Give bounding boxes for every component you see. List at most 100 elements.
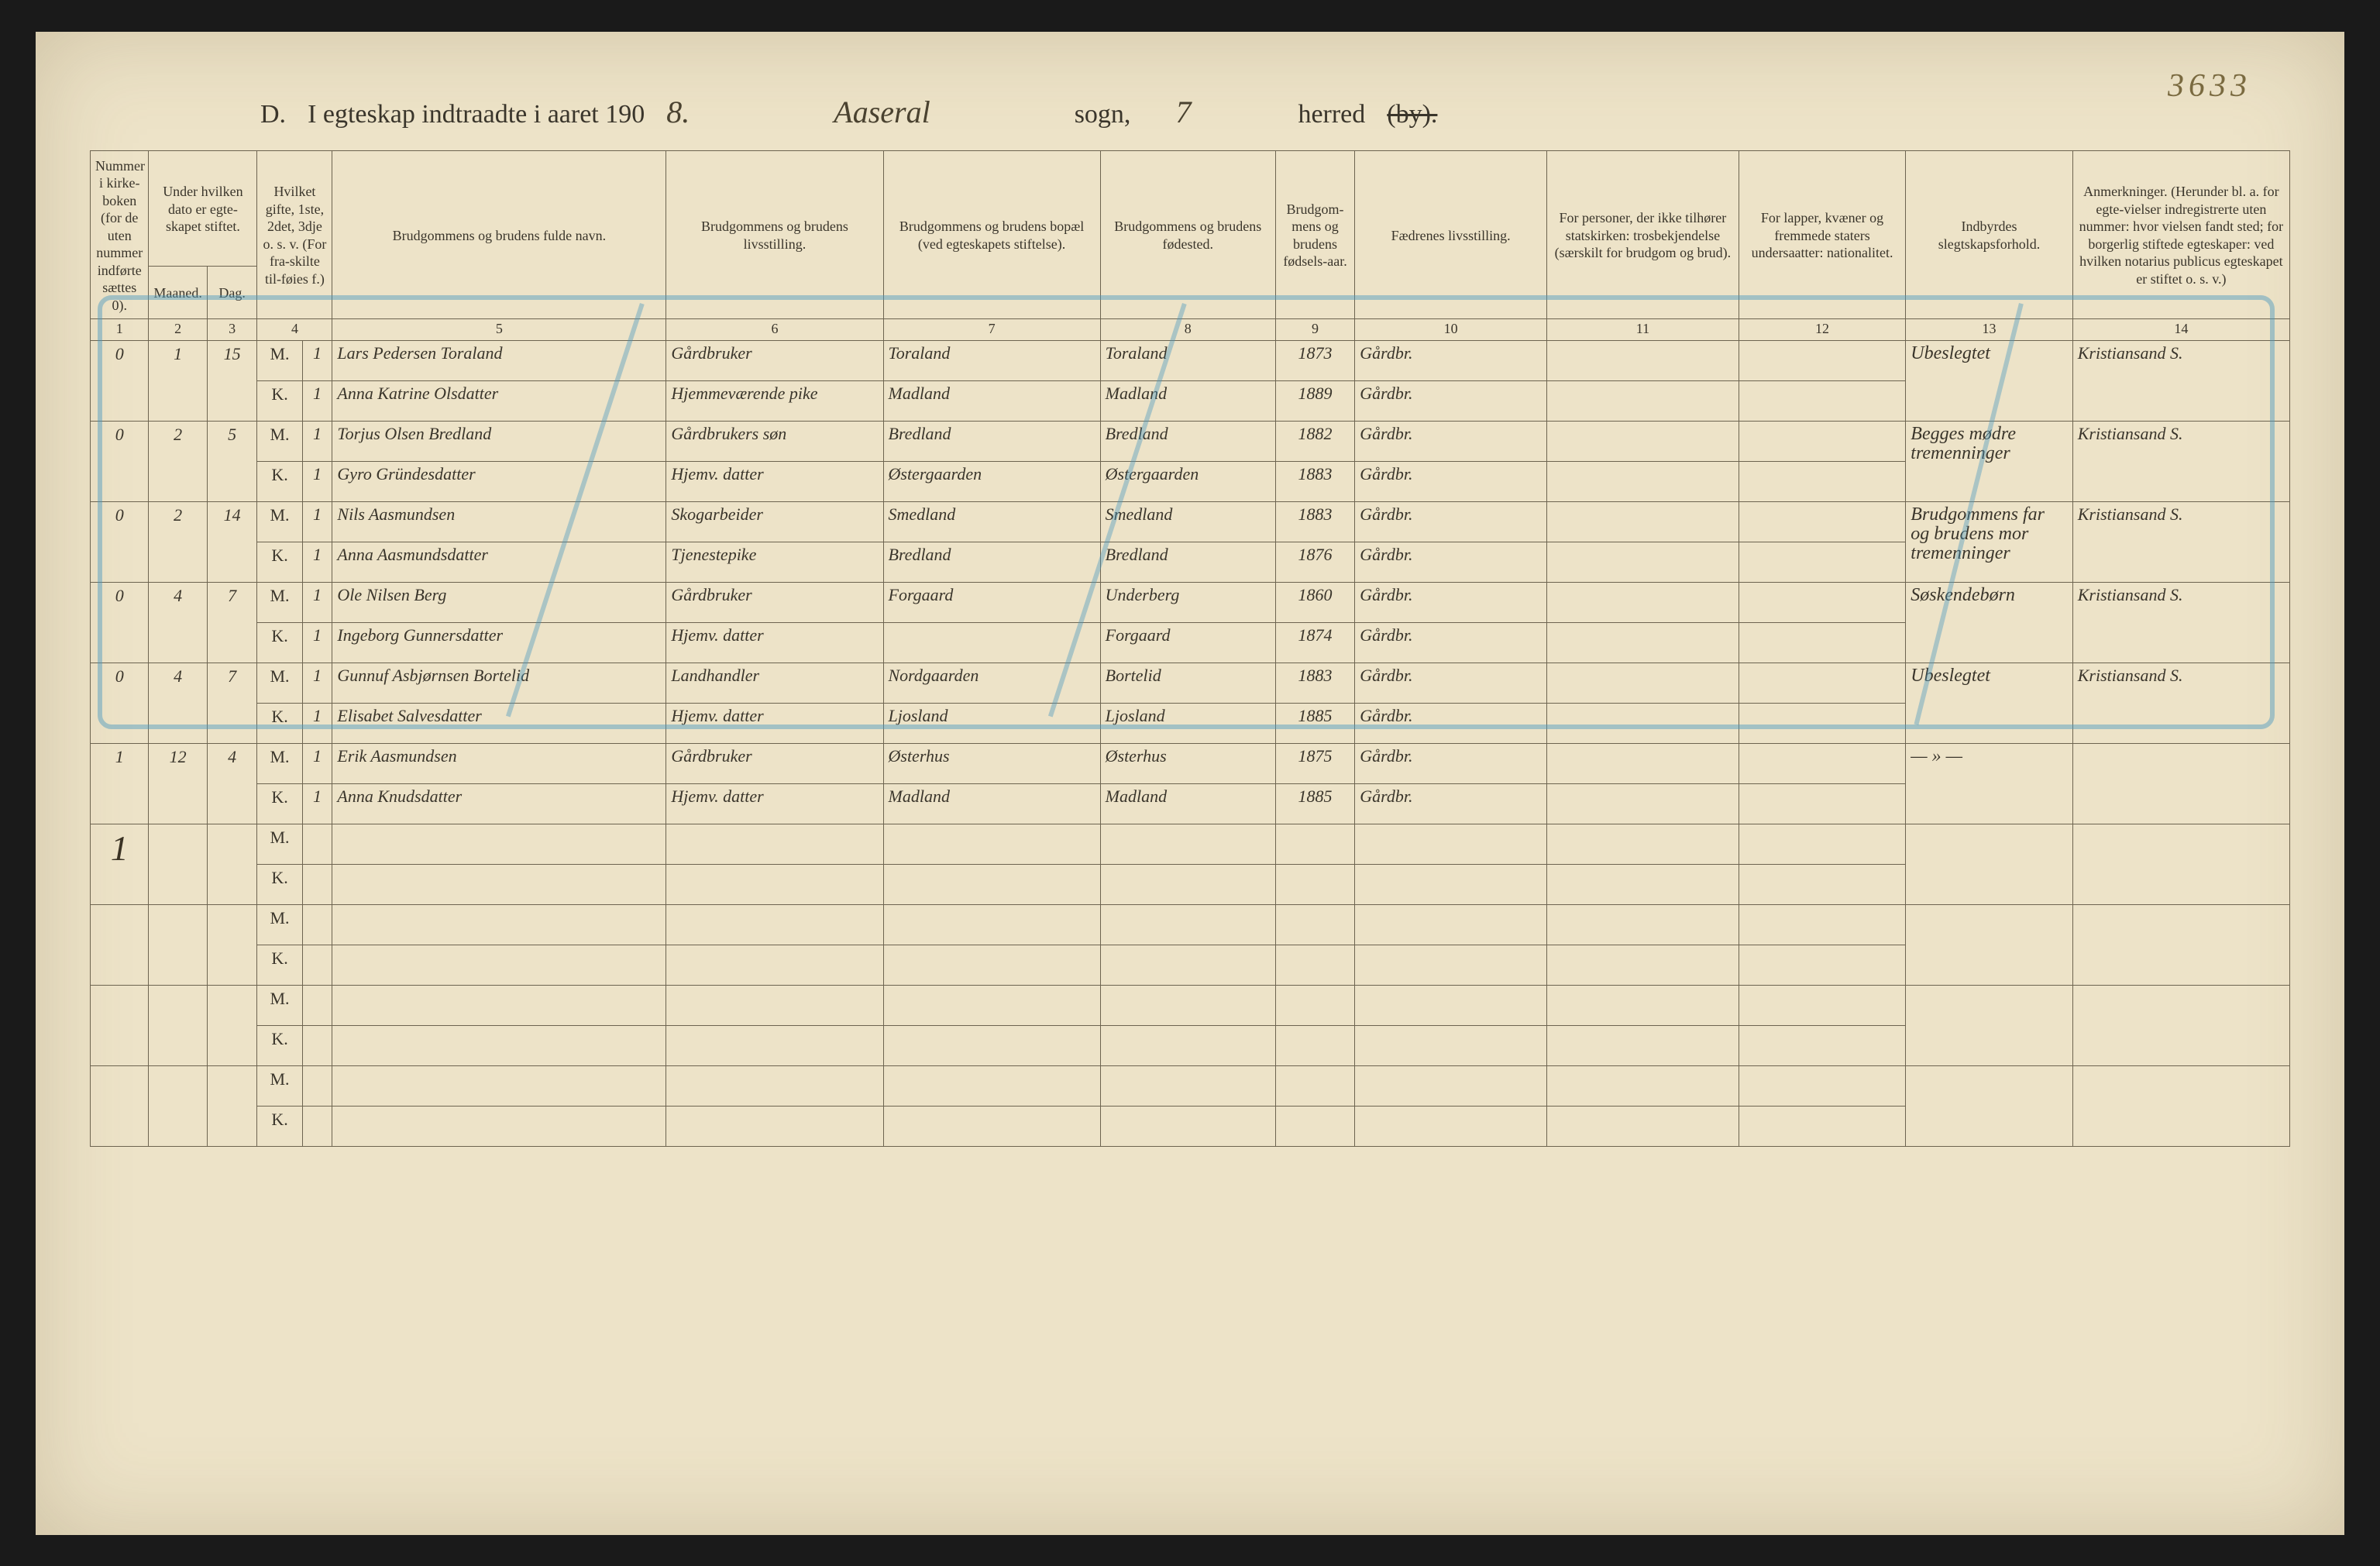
entry-dag: 4 [207, 744, 257, 824]
entry-number: 0 [91, 663, 149, 744]
fodested [1100, 1107, 1275, 1147]
bopael [883, 1066, 1100, 1107]
fodested: Toraland [1100, 341, 1275, 381]
nationalitet [1739, 945, 1905, 986]
fodselsaar: 1883 [1275, 462, 1354, 502]
tros [1547, 381, 1739, 422]
faedre: Gårdbr. [1355, 422, 1547, 462]
colnum: 8 [1100, 319, 1275, 341]
tros [1547, 623, 1739, 663]
bopael: Forgaard [883, 583, 1100, 623]
tros [1547, 865, 1739, 905]
livsstilling: Gårdbruker [666, 583, 883, 623]
slegtskap [1906, 1066, 2072, 1147]
mk-label-k: K. [257, 462, 302, 502]
full-name [332, 824, 666, 865]
th-anm: Anmerkninger. (Herunder bl. a. for egte-… [2072, 150, 2289, 319]
fodselsaar: 1883 [1275, 502, 1354, 542]
full-name [332, 945, 666, 986]
fodselsaar: 1876 [1275, 542, 1354, 583]
entry-maaned [149, 1066, 207, 1147]
full-name [332, 865, 666, 905]
entry-dag [207, 1066, 257, 1147]
table-row-groom: M. [91, 986, 2290, 1026]
livsstilling: Hjemmeværende pike [666, 381, 883, 422]
livsstilling [666, 945, 883, 986]
mk-label-m: M. [257, 824, 302, 865]
tros [1547, 502, 1739, 542]
fodested: Bredland [1100, 422, 1275, 462]
fodested: Ljosland [1100, 704, 1275, 744]
gifte: 1 [302, 784, 332, 824]
nationalitet [1739, 623, 1905, 663]
table-header: Nummer i kirke-boken (for de uten nummer… [91, 150, 2290, 341]
faedre: Gårdbr. [1355, 623, 1547, 663]
anmerkninger: Kristiansand S. [2072, 502, 2289, 583]
gifte: 1 [302, 381, 332, 422]
gifte [302, 1107, 332, 1147]
nationalitet [1739, 784, 1905, 824]
entry-maaned: 12 [149, 744, 207, 824]
gifte: 1 [302, 583, 332, 623]
bopael: Smedland [883, 502, 1100, 542]
faedre [1355, 1026, 1547, 1066]
fodested [1100, 945, 1275, 986]
fodselsaar: 1882 [1275, 422, 1354, 462]
full-name: Lars Pedersen Toraland [332, 341, 666, 381]
nationalitet [1739, 422, 1905, 462]
mk-label-m: M. [257, 744, 302, 784]
bopael: Ljosland [883, 704, 1100, 744]
entry-maaned: 4 [149, 663, 207, 744]
gifte: 1 [302, 704, 332, 744]
anmerkninger [2072, 824, 2289, 905]
nationalitet [1739, 462, 1905, 502]
margin-mark: 1 [111, 828, 129, 868]
mk-label-m: M. [257, 341, 302, 381]
faedre: Gårdbr. [1355, 502, 1547, 542]
slegtskap [1906, 824, 2072, 905]
fodselsaar: 1873 [1275, 341, 1354, 381]
full-name: Nils Aasmundsen [332, 502, 666, 542]
anmerkninger [2072, 744, 2289, 824]
fodested: Østerhus [1100, 744, 1275, 784]
column-numbers-row: 1 2 3 4 5 6 7 8 9 10 11 12 13 14 [91, 319, 2290, 341]
gifte: 1 [302, 502, 332, 542]
full-name [332, 986, 666, 1026]
gifte [302, 905, 332, 945]
full-name [332, 905, 666, 945]
livsstilling [666, 824, 883, 865]
livsstilling: Gårdbruker [666, 341, 883, 381]
entry-number: 0 [91, 583, 149, 663]
th-tros: For personer, der ikke tilhører statskir… [1547, 150, 1739, 319]
colnum: 4 [257, 319, 332, 341]
bopael [883, 623, 1100, 663]
fodselsaar [1275, 1026, 1354, 1066]
tros [1547, 945, 1739, 986]
title-year-digit: 8. [666, 96, 690, 129]
mk-label-k: K. [257, 865, 302, 905]
tros [1547, 986, 1739, 1026]
colnum: 6 [666, 319, 883, 341]
bopael: Østerhus [883, 744, 1100, 784]
entry-number: 1 [91, 744, 149, 824]
tros [1547, 704, 1739, 744]
livsstilling: Skogarbeider [666, 502, 883, 542]
bopael: Østergaarden [883, 462, 1100, 502]
bopael [883, 1026, 1100, 1066]
faedre: Gårdbr. [1355, 341, 1547, 381]
tros [1547, 542, 1739, 583]
livsstilling [666, 905, 883, 945]
colnum: 9 [1275, 319, 1354, 341]
bopael [883, 865, 1100, 905]
colnum: 10 [1355, 319, 1547, 341]
entry-number: 0 [91, 422, 149, 502]
title-sogn-hand: Aaseral [834, 96, 930, 129]
title-prefix: I egteskap indtraadte i aaret 190 [308, 100, 645, 129]
nationalitet [1739, 381, 1905, 422]
fodselsaar: 1883 [1275, 663, 1354, 704]
th-gifte: Hvilket gifte, 1ste, 2det, 3dje o. s. v.… [257, 150, 332, 319]
bopael: Bredland [883, 542, 1100, 583]
gifte: 1 [302, 462, 332, 502]
bopael: Madland [883, 784, 1100, 824]
th-nummer: Nummer i kirke-boken (for de uten nummer… [91, 150, 149, 319]
